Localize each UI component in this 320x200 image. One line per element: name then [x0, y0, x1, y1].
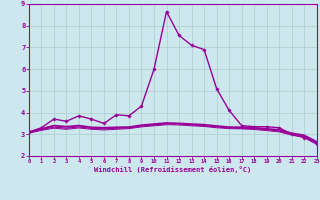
X-axis label: Windchill (Refroidissement éolien,°C): Windchill (Refroidissement éolien,°C): [94, 166, 252, 173]
